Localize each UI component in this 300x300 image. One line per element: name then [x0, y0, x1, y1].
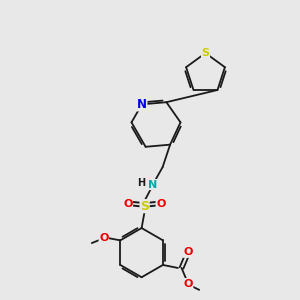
Text: N: N — [148, 180, 157, 190]
Text: S: S — [202, 48, 209, 58]
Text: O: O — [123, 199, 133, 209]
Text: O: O — [183, 279, 193, 289]
Text: O: O — [183, 248, 193, 257]
Text: N: N — [137, 98, 147, 111]
Text: O: O — [99, 233, 109, 243]
Text: H: H — [137, 178, 146, 188]
Text: S: S — [140, 200, 149, 213]
Text: O: O — [156, 199, 166, 209]
